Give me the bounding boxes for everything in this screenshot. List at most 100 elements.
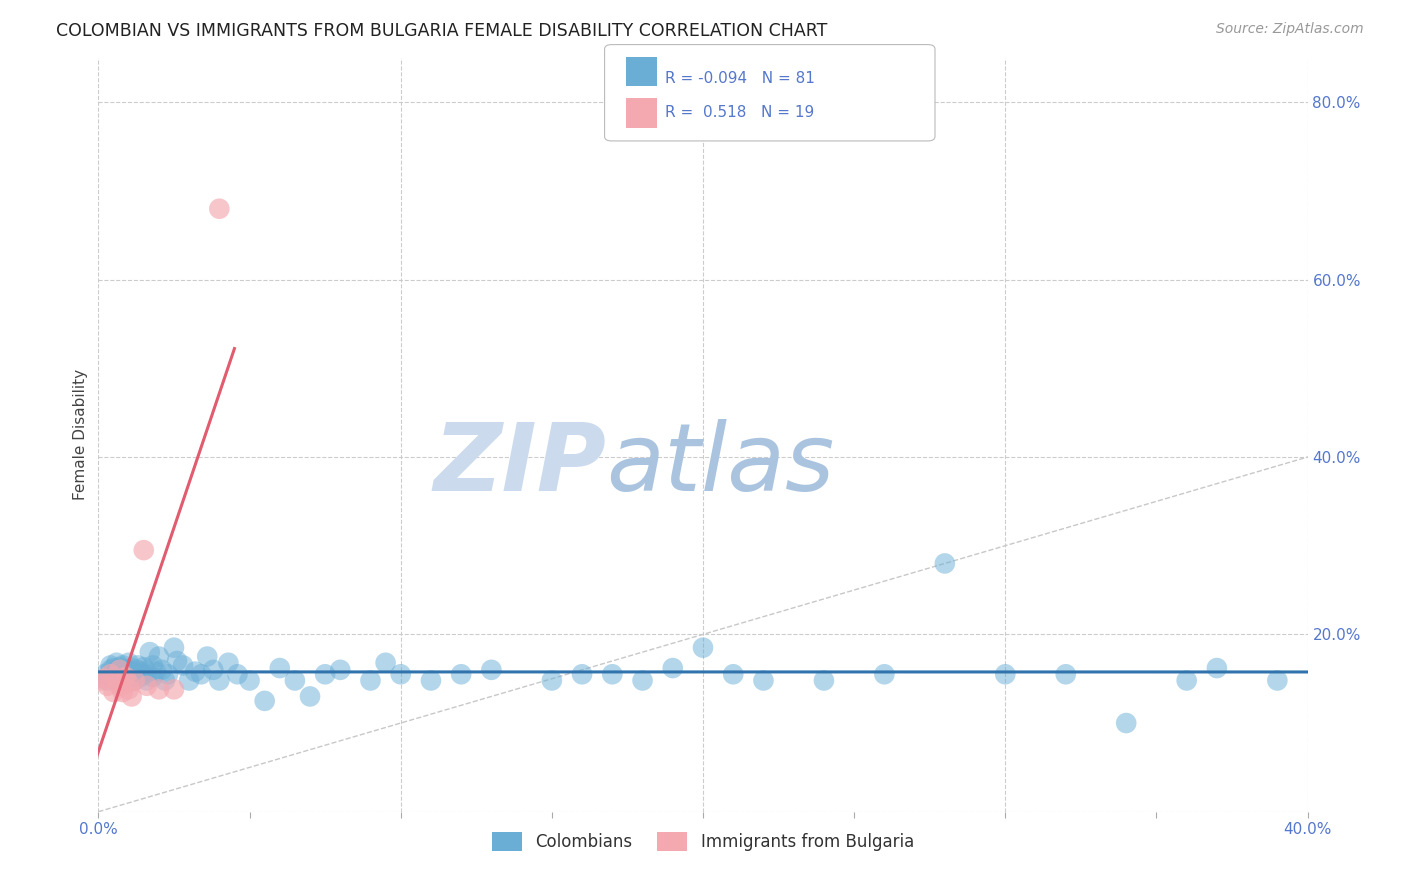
- Point: [111, 685, 134, 699]
- Point: [631, 673, 654, 688]
- Point: [934, 557, 956, 571]
- Point: [163, 682, 186, 697]
- Point: [314, 667, 336, 681]
- Point: [105, 673, 128, 688]
- Point: [132, 660, 155, 674]
- Point: [481, 663, 503, 677]
- Point: [118, 676, 141, 690]
- Text: ZIP: ZIP: [433, 419, 606, 511]
- Point: [118, 669, 141, 683]
- Point: [1115, 716, 1137, 731]
- Point: [142, 670, 165, 684]
- Point: [239, 673, 262, 688]
- Point: [129, 670, 152, 684]
- Point: [360, 673, 382, 688]
- Point: [153, 673, 176, 688]
- Point: [108, 679, 131, 693]
- Point: [420, 673, 443, 688]
- Point: [148, 649, 170, 664]
- Point: [135, 673, 157, 688]
- Point: [661, 661, 683, 675]
- Point: [540, 673, 562, 688]
- Point: [692, 640, 714, 655]
- Point: [129, 665, 152, 679]
- Point: [184, 665, 207, 679]
- Point: [135, 679, 157, 693]
- Point: [100, 658, 122, 673]
- Point: [450, 667, 472, 681]
- Point: [118, 663, 141, 677]
- Point: [103, 672, 125, 686]
- Point: [111, 673, 134, 688]
- Point: [108, 663, 131, 677]
- Point: [100, 663, 122, 677]
- Point: [132, 543, 155, 558]
- Point: [111, 658, 134, 673]
- Point: [105, 656, 128, 670]
- Point: [994, 667, 1017, 681]
- Point: [114, 670, 136, 684]
- Text: COLOMBIAN VS IMMIGRANTS FROM BULGARIA FEMALE DISABILITY CORRELATION CHART: COLOMBIAN VS IMMIGRANTS FROM BULGARIA FE…: [56, 22, 828, 40]
- Point: [93, 667, 115, 681]
- Point: [90, 673, 112, 688]
- Point: [139, 645, 162, 659]
- Point: [114, 663, 136, 677]
- Point: [1206, 661, 1229, 675]
- Text: R =  0.518   N = 19: R = 0.518 N = 19: [665, 105, 814, 120]
- Point: [93, 672, 115, 686]
- Legend: Colombians, Immigrants from Bulgaria: Colombians, Immigrants from Bulgaria: [485, 825, 921, 857]
- Point: [105, 667, 128, 681]
- Point: [208, 202, 231, 216]
- Point: [172, 658, 194, 673]
- Point: [150, 663, 173, 677]
- Point: [96, 673, 118, 688]
- Point: [124, 673, 146, 688]
- Text: atlas: atlas: [606, 419, 835, 510]
- Point: [269, 661, 291, 675]
- Point: [226, 667, 249, 681]
- Point: [124, 667, 146, 681]
- Point: [752, 673, 775, 688]
- Point: [208, 673, 231, 688]
- Point: [179, 673, 201, 688]
- Point: [121, 690, 143, 704]
- Point: [148, 682, 170, 697]
- Point: [284, 673, 307, 688]
- Point: [118, 682, 141, 697]
- Point: [108, 660, 131, 674]
- Point: [1267, 673, 1289, 688]
- Point: [118, 673, 141, 688]
- Point: [103, 661, 125, 675]
- Point: [202, 663, 225, 677]
- Point: [195, 649, 218, 664]
- Point: [299, 690, 322, 704]
- Point: [571, 667, 593, 681]
- Point: [108, 665, 131, 679]
- Point: [723, 667, 745, 681]
- Point: [132, 667, 155, 681]
- Point: [253, 694, 276, 708]
- Text: Source: ZipAtlas.com: Source: ZipAtlas.com: [1216, 22, 1364, 37]
- Point: [118, 656, 141, 670]
- Point: [124, 673, 146, 688]
- Text: R = -0.094   N = 81: R = -0.094 N = 81: [665, 71, 815, 87]
- Point: [1175, 673, 1198, 688]
- Point: [127, 658, 149, 673]
- Point: [166, 654, 188, 668]
- Point: [389, 667, 412, 681]
- Point: [190, 667, 212, 681]
- Point: [329, 663, 352, 677]
- Point: [111, 667, 134, 681]
- Point: [135, 665, 157, 679]
- Point: [96, 679, 118, 693]
- Point: [121, 661, 143, 675]
- Point: [103, 685, 125, 699]
- Point: [163, 640, 186, 655]
- Point: [142, 658, 165, 673]
- Point: [873, 667, 896, 681]
- Point: [156, 667, 179, 681]
- Y-axis label: Female Disability: Female Disability: [73, 369, 89, 500]
- Point: [217, 656, 239, 670]
- Point: [108, 670, 131, 684]
- Point: [813, 673, 835, 688]
